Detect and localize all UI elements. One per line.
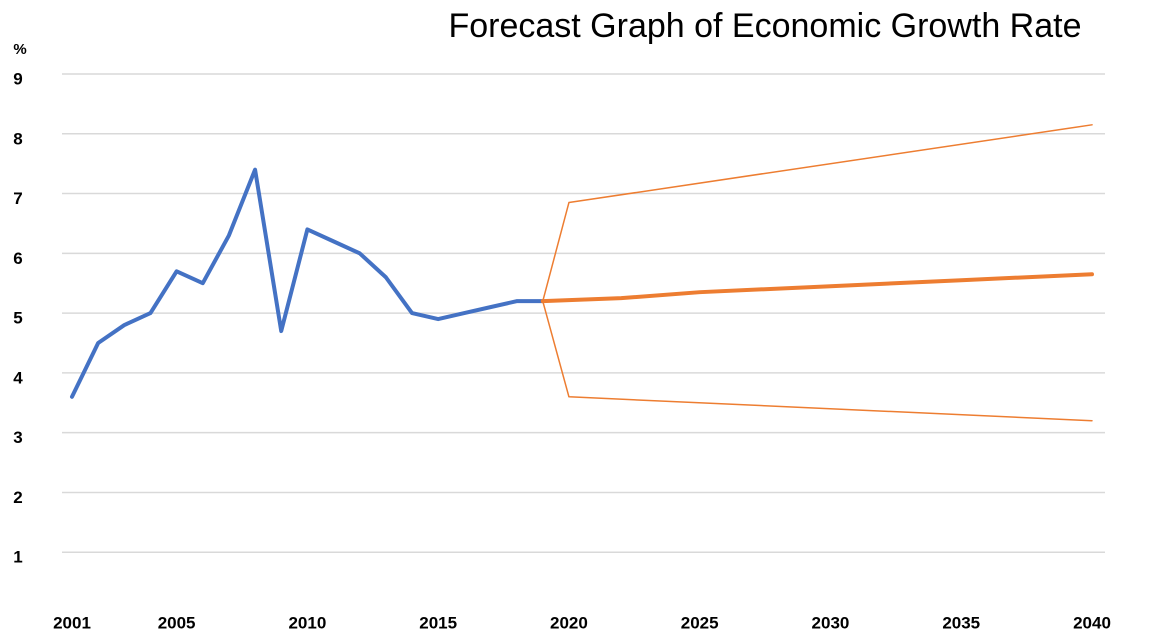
x-tick-label: 2001 [53,613,91,632]
x-tick-label: 2035 [942,613,980,632]
y-tick-label: 4 [13,368,23,387]
x-tick-label: 2010 [288,613,326,632]
chart-title: Forecast Graph of Economic Growth Rate [448,7,1081,45]
x-tick-label: 2005 [158,613,196,632]
series-line [542,300,1093,422]
series-line [70,167,545,399]
x-tick-label: 2030 [812,613,850,632]
y-tick-label: 5 [13,309,22,328]
y-tick-label: 3 [13,428,22,447]
y-tick-label: 9 [13,69,22,88]
y-tick-label: 7 [13,189,22,208]
y-tick-label: 6 [13,249,22,268]
series-line [542,124,1093,302]
y-tick-label: 2 [13,488,22,507]
x-tick-label: 2015 [419,613,457,632]
x-tick-label: 2020 [550,613,588,632]
x-tick-label: 2025 [681,613,719,632]
x-tick-label: 2040 [1073,613,1111,632]
y-axis-label: % [13,41,26,58]
y-tick-label: 8 [13,129,22,148]
series-line [540,272,1094,304]
y-tick-label: 1 [13,548,22,567]
